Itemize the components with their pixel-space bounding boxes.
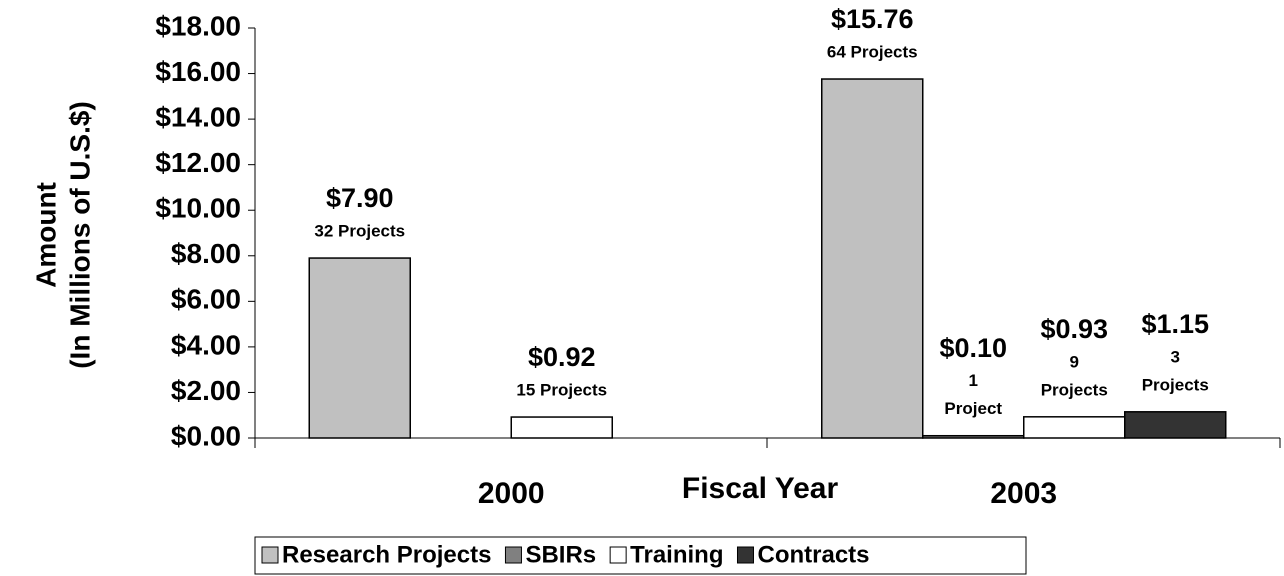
value-label: $0.10	[939, 333, 1007, 363]
legend-swatch	[609, 546, 627, 564]
y-tick-label: $2.00	[171, 375, 241, 406]
x-tick-label: 2003	[990, 477, 1057, 510]
value-label: $15.76	[831, 4, 914, 34]
y-tick-label: $18.00	[155, 10, 241, 41]
bar	[308, 257, 411, 439]
value-label: $1.15	[1141, 309, 1209, 339]
bar	[1023, 416, 1126, 439]
y-tick-label: $6.00	[171, 284, 241, 315]
bar	[821, 78, 924, 439]
bar	[510, 416, 613, 439]
project-label: 32 Projects	[314, 222, 405, 241]
project-label: Projects	[1041, 380, 1108, 399]
value-label: $0.92	[528, 342, 596, 372]
y-axis-title-line: Amount	[30, 182, 61, 288]
value-label: $7.90	[326, 183, 394, 213]
legend-label: Contracts	[757, 541, 869, 568]
y-tick-label: $10.00	[155, 193, 241, 224]
y-axis-title: Amount (In Millions of U.S.$)	[30, 101, 95, 369]
y-tick-label: $14.00	[155, 102, 241, 133]
legend-label: SBIRs	[525, 541, 596, 568]
x-tick-label: 2000	[478, 477, 545, 510]
y-axis-title-line: (In Millions of U.S.$)	[64, 101, 95, 369]
bar	[1124, 411, 1227, 439]
project-label: 1	[969, 371, 978, 390]
y-tick-label: $12.00	[155, 147, 241, 178]
y-tick-label: $8.00	[171, 238, 241, 269]
project-label: 15 Projects	[516, 381, 607, 400]
project-label: 64 Projects	[827, 43, 918, 62]
bar	[922, 434, 1025, 439]
legend	[254, 536, 1027, 575]
x-axis-title: Fiscal Year	[682, 472, 839, 505]
legend-label: Training	[630, 541, 723, 568]
project-label: Projects	[1142, 375, 1209, 394]
legend-swatch	[736, 546, 754, 564]
project-label: Project	[944, 399, 1002, 418]
legend-swatch	[504, 546, 522, 564]
legend-label: Research Projects	[282, 541, 491, 568]
y-tick-label: $16.00	[155, 56, 241, 87]
y-tick-label: $0.00	[171, 420, 241, 451]
value-label: $0.93	[1040, 314, 1108, 344]
project-label: 3	[1171, 347, 1180, 366]
y-tick-label: $4.00	[171, 329, 241, 360]
project-label: 9	[1070, 352, 1079, 371]
legend-swatch	[261, 546, 279, 564]
